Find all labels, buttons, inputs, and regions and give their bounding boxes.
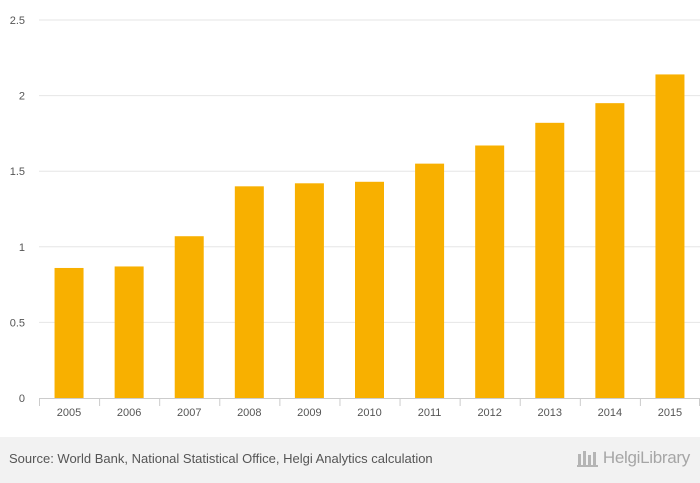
- bar-2007: [174, 236, 204, 398]
- x-tick-label: 2007: [177, 407, 201, 419]
- source-note: Source: World Bank, National Statistical…: [9, 451, 433, 466]
- y-tick-label: 2.5: [10, 15, 25, 27]
- library-icon: [576, 451, 598, 467]
- x-tick-label: 2009: [297, 407, 321, 419]
- x-tick-label: 2005: [57, 407, 81, 419]
- bar-2011: [415, 163, 445, 398]
- bar-2015: [655, 74, 685, 398]
- x-tick-label: 2015: [658, 407, 682, 419]
- y-tick-label: 1: [19, 242, 25, 254]
- x-tick-label: 2008: [237, 407, 261, 419]
- bar-2013: [535, 122, 565, 398]
- y-tick-label: 1.5: [10, 166, 25, 178]
- x-tick-label: 2011: [418, 407, 442, 419]
- x-tick-label: 2010: [357, 407, 381, 419]
- footer: Source: World Bank, National Statistical…: [0, 437, 700, 483]
- bar-2014: [595, 103, 625, 398]
- bar-2009: [294, 183, 324, 398]
- x-tick-label: 2012: [477, 407, 501, 419]
- helgi-library-logo[interactable]: HelgiLibrary: [576, 448, 690, 468]
- bar-2005: [54, 267, 84, 398]
- logo-text: HelgiLibrary: [602, 448, 690, 467]
- bar-2006: [114, 266, 144, 398]
- x-tick-label: 2013: [538, 407, 562, 419]
- bar-2008: [234, 186, 264, 398]
- y-tick-label: 2: [19, 91, 25, 103]
- x-tick-label: 2006: [117, 407, 141, 419]
- x-tick-label: 2014: [598, 407, 622, 419]
- bar-2010: [355, 181, 384, 398]
- bar-chart: 0 0.5 1 1.5 2 2.5 2005 2006 2007 2008 2009 2010 2011…: [10, 15, 700, 419]
- y-tick-label: 0: [19, 393, 25, 405]
- bar-2012: [475, 145, 505, 398]
- y-tick-label: 0.5: [10, 317, 25, 329]
